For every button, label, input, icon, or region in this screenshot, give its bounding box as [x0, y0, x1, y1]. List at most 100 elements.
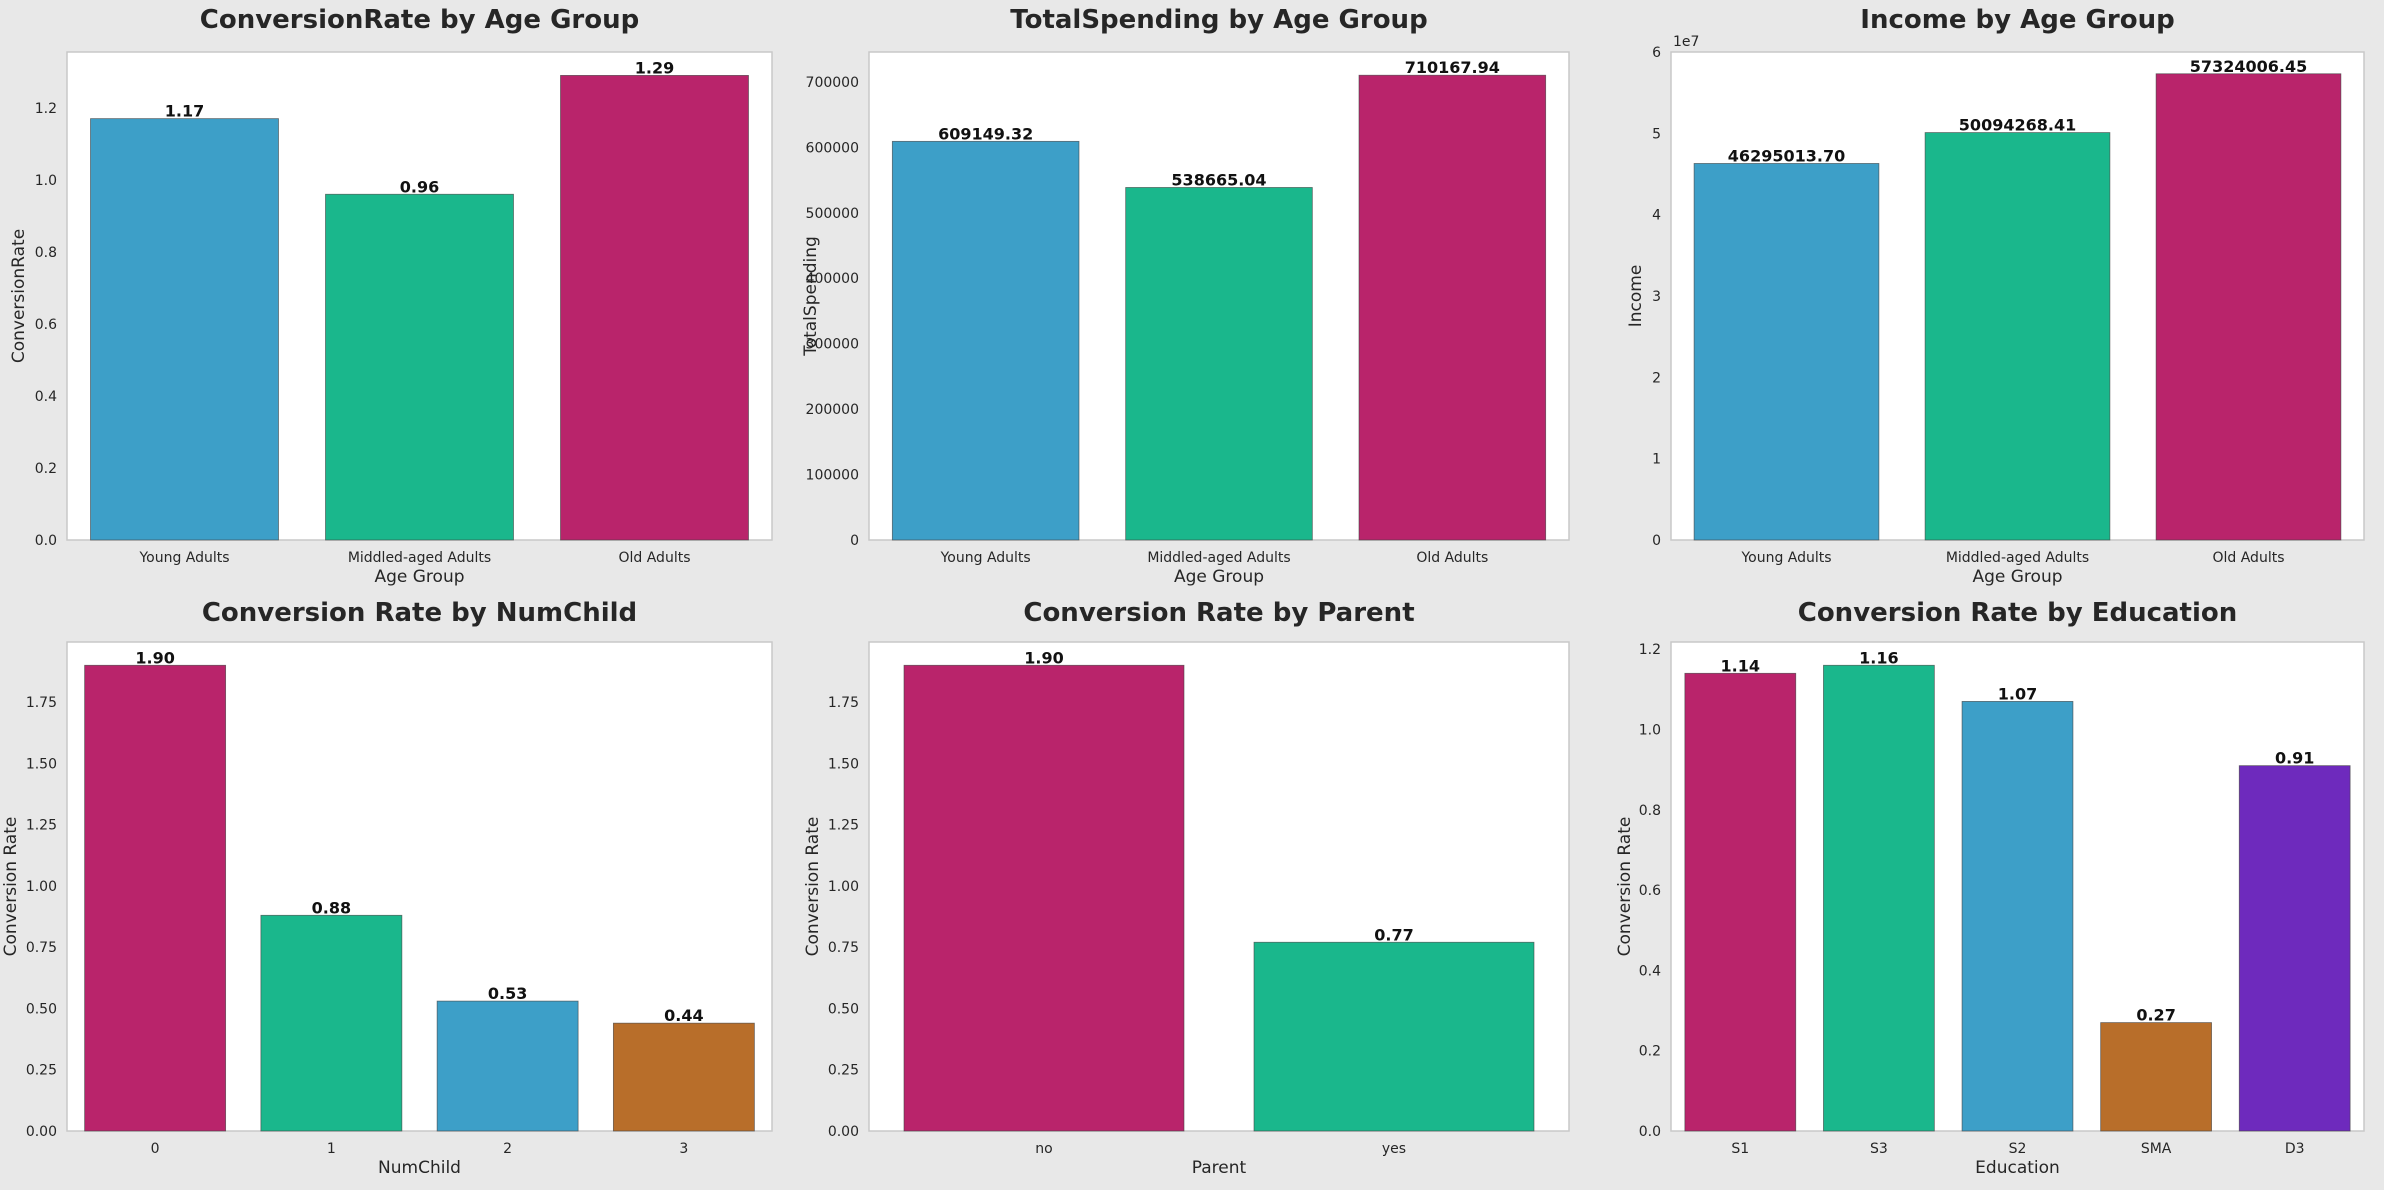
chart-title: Conversion Rate by Parent	[1023, 598, 1414, 628]
y-tick-label: 1.75	[26, 695, 57, 711]
y-tick-label: 3	[1652, 289, 1661, 305]
bar-2	[436, 1000, 579, 1132]
y-tick-label: 0.75	[828, 940, 859, 956]
y-tick-label: 700000	[806, 75, 859, 91]
bar-young-adults	[1693, 163, 1880, 541]
data-label: 1.07	[1998, 684, 2037, 703]
y-axis-label: TotalSpending	[801, 236, 821, 357]
x-tick-label: yes	[1382, 1141, 1406, 1157]
y-tick-label: 0.00	[828, 1124, 859, 1140]
bar-s3	[1823, 664, 1935, 1132]
bar-old-adults	[1358, 74, 1547, 541]
chart-svg: Conversion Rate by Parent 0.00 0.25 0.50 0.7…	[803, 598, 1570, 1178]
chart-svg: Conversion Rate by NumChild 0.00 0.25 0.50 0…	[1, 598, 773, 1178]
data-label: 0.91	[2275, 749, 2314, 768]
chart-svg: TotalSpending by Age Group 0 100000 200000 3…	[801, 5, 1570, 587]
x-axis-label: Age Group	[1972, 567, 2062, 587]
y-tick-label: 0.6	[1639, 883, 1661, 899]
bar-sma	[2100, 1022, 2212, 1132]
y-tick-label: 6	[1652, 45, 1661, 61]
x-tick-label: SMA	[2141, 1141, 2172, 1157]
y-tick-label: 1	[1652, 452, 1661, 468]
y-tick-label: 200000	[806, 402, 859, 418]
x-tick-label: Young Adults	[138, 550, 229, 566]
x-tick-label: Old Adults	[2212, 550, 2284, 566]
y-tick-label: 1.25	[828, 818, 859, 834]
data-label: 1.14	[1721, 656, 1760, 675]
y-tick-label: 0.4	[1639, 963, 1661, 979]
x-tick-label: no	[1035, 1141, 1052, 1157]
bar-middled-aged-adults	[1125, 187, 1313, 541]
data-label: 0.27	[2136, 1006, 2175, 1025]
y-tick-label: 0	[850, 533, 859, 549]
bar-middled-aged-adults	[1924, 132, 2111, 541]
data-label: 538665.04	[1171, 170, 1266, 189]
data-label: 710167.94	[1405, 58, 1500, 77]
chart-title: Conversion Rate by Education	[1798, 598, 2238, 628]
x-tick-label: Young Adults	[1740, 550, 1831, 566]
y-axis-label: Conversion Rate	[1615, 817, 1635, 957]
chart-title: Conversion Rate by NumChild	[202, 598, 637, 628]
y-tick-label: 0.25	[828, 1063, 859, 1079]
y-tick-label: 4	[1652, 208, 1661, 224]
y-tick-label: 0.6	[35, 317, 57, 333]
y-axis-label: Conversion Rate	[1, 817, 21, 957]
y-tick-label: 1.00	[26, 879, 57, 895]
y-axis-label: ConversionRate	[9, 229, 29, 363]
bar-s1	[1684, 672, 1797, 1132]
chart-panel-totalspending-by-age-group: TotalSpending by Age Group 0 100000 200000 3…	[794, 0, 1589, 593]
y-tick-label: 0.75	[26, 940, 57, 956]
y-tick-label: 0.50	[828, 1001, 859, 1017]
x-tick-label: Middled-aged Adults	[1946, 550, 2089, 566]
bar-middled-aged-adults	[325, 193, 514, 541]
y-axis-label: Income	[1626, 265, 1646, 328]
data-label: 46295013.70	[1728, 146, 1845, 165]
chart-svg: Income by Age Group 0 1 2 3 4 5 6 1e7 Young Adult…	[1626, 5, 2365, 587]
bar-old-adults	[2155, 73, 2342, 541]
y-tick-label: 400000	[806, 271, 859, 287]
chart-svg: Conversion Rate by Education 0.0 0.2 0.4 0.6…	[1615, 598, 2365, 1178]
data-label: 1.90	[135, 648, 174, 667]
data-label: 50094268.41	[1959, 116, 2076, 135]
x-tick-label: S2	[2009, 1141, 2027, 1157]
y-tick-label: 0.2	[1639, 1044, 1661, 1060]
x-tick-label: D3	[2285, 1141, 2305, 1157]
y-tick-label: 0.50	[26, 1001, 57, 1017]
chart-panel-conversionrate-by-age-group: ConversionRate by Age Group 0.0 0.2 0.4 0.6 0…	[0, 0, 794, 593]
x-tick-label: 2	[503, 1141, 512, 1157]
y-tick-label: 2	[1652, 370, 1661, 386]
data-label: 0.53	[488, 984, 527, 1003]
y-tick-label: 1.00	[828, 879, 859, 895]
x-tick-label: 0	[151, 1141, 160, 1157]
x-tick-label: Young Adults	[940, 550, 1031, 566]
y-tick-label: 300000	[806, 337, 859, 353]
y-tick-label: 1.25	[26, 818, 57, 834]
y-tick-label: 100000	[806, 468, 859, 484]
data-label: 0.88	[312, 898, 351, 917]
data-label: 1.17	[165, 102, 204, 121]
data-label: 609149.32	[938, 124, 1033, 143]
y-tick-label: 1.50	[26, 756, 57, 772]
bar-young-adults	[90, 118, 279, 541]
x-tick-label: S3	[1870, 1141, 1888, 1157]
y-tick-label: 1.2	[1639, 642, 1661, 658]
y-tick-label: 0.8	[1639, 803, 1661, 819]
chart-panel-conversion-rate-by-education: Conversion Rate by Education 0.0 0.2 0.4 0.6…	[1589, 593, 2384, 1186]
chart-panel-conversion-rate-by-numchild: Conversion Rate by NumChild 0.00 0.25 0.50 0…	[0, 593, 794, 1186]
chart-title: TotalSpending by Age Group	[1010, 5, 1427, 35]
x-axis-label: Age Group	[1174, 567, 1264, 587]
y-tick-label: 600000	[806, 140, 859, 156]
bar-young-adults	[891, 140, 1080, 541]
x-axis-label: Parent	[1192, 1158, 1247, 1178]
x-axis-label: Education	[1975, 1158, 2060, 1178]
data-label: 1.29	[635, 58, 674, 77]
x-tick-label: Old Adults	[618, 550, 690, 566]
y-tick-label: 1.50	[828, 756, 859, 772]
y-offset-label: 1e7	[1673, 34, 1699, 50]
data-label: 0.96	[400, 177, 439, 196]
x-axis-label: Age Group	[374, 567, 464, 587]
bar-d3	[2238, 765, 2351, 1132]
chart-panel-income-by-age-group: Income by Age Group 0 1 2 3 4 5 6 1e7 Young Adult…	[1589, 0, 2384, 593]
chart-svg: ConversionRate by Age Group 0.0 0.2 0.4 0.6 0…	[9, 5, 773, 587]
